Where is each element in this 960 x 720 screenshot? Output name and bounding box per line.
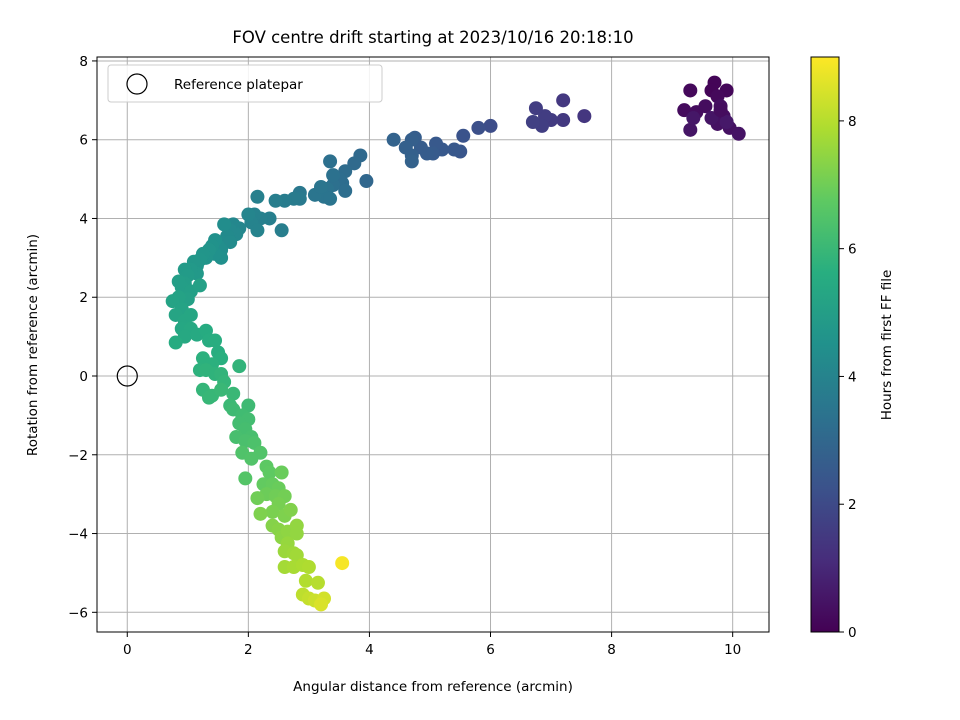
data-point — [265, 504, 280, 519]
data-point — [556, 113, 571, 128]
legend-entry-reference: Reference platepar — [174, 77, 303, 93]
colorbar-tick-label: 6 — [848, 242, 857, 258]
x-tick-label: 8 — [607, 642, 616, 658]
data-point — [386, 132, 401, 147]
data-point — [244, 451, 259, 466]
data-point — [404, 154, 419, 169]
data-point — [253, 506, 268, 521]
legend-marker-reference — [126, 73, 148, 95]
data-point — [347, 156, 362, 171]
data-points — [165, 75, 746, 612]
chart-title: FOV centre drift starting at 2023/10/16 … — [232, 28, 633, 47]
data-point — [202, 390, 216, 405]
data-point — [192, 278, 207, 293]
data-point — [314, 597, 328, 612]
data-point — [338, 183, 353, 198]
data-point — [289, 526, 304, 541]
data-point — [232, 359, 247, 374]
data-point — [713, 103, 728, 118]
data-point — [165, 294, 180, 309]
data-point — [274, 223, 289, 238]
data-point — [447, 142, 462, 157]
colorbar-tick-label: 8 — [848, 114, 857, 130]
data-point — [698, 99, 713, 114]
x-axis-label: Angular distance from reference (arcmin) — [293, 679, 573, 695]
data-point — [250, 189, 265, 204]
y-tick-label: 4 — [79, 211, 88, 227]
y-tick-label: −2 — [68, 448, 88, 464]
data-point — [208, 333, 223, 348]
y-tick-label: 6 — [79, 133, 88, 149]
data-point — [250, 223, 265, 238]
data-point — [683, 83, 698, 98]
y-tick-label: −4 — [68, 527, 88, 543]
x-tick-label: 6 — [486, 642, 495, 658]
y-tick-label: 2 — [79, 290, 88, 306]
colorbar-tick-label: 0 — [848, 625, 857, 641]
data-point — [359, 174, 374, 189]
colorbar-ticks: 0 2 4 6 8 — [839, 114, 857, 641]
data-point — [223, 235, 238, 250]
y-tick-label: 0 — [79, 369, 88, 385]
colorbar-tick-label: 2 — [848, 497, 857, 513]
data-point — [217, 217, 232, 232]
data-point — [241, 207, 256, 222]
data-point — [226, 386, 241, 401]
colorbar-gradient — [811, 57, 839, 632]
data-point — [704, 111, 719, 126]
x-axis-ticks: 0 2 4 6 8 10 — [123, 632, 741, 658]
colorbar-label: Hours from first FF file — [879, 270, 895, 421]
x-tick-label: 0 — [123, 642, 132, 658]
data-point — [326, 168, 341, 183]
plot-frame — [96, 56, 770, 633]
data-point — [250, 491, 265, 506]
data-point — [471, 120, 486, 135]
data-point — [686, 111, 701, 126]
x-tick-label: 4 — [365, 642, 374, 658]
data-point — [214, 382, 229, 397]
data-point — [525, 114, 540, 129]
colorbar-frame — [810, 56, 840, 633]
data-point — [262, 465, 277, 480]
data-point — [168, 335, 183, 350]
legend-box — [107, 64, 383, 103]
data-point — [556, 93, 571, 108]
data-point — [314, 179, 328, 194]
y-tick-label: −6 — [68, 605, 88, 621]
data-point — [528, 101, 543, 116]
data-point — [323, 154, 338, 169]
y-axis-label: Rotation from reference (arcmin) — [25, 234, 41, 456]
data-point — [171, 274, 186, 289]
data-point — [301, 560, 316, 575]
data-point — [268, 193, 283, 208]
data-point — [335, 556, 350, 571]
data-point — [731, 126, 746, 141]
data-point — [310, 575, 325, 590]
data-point — [719, 114, 734, 129]
x-tick-label: 10 — [724, 642, 741, 658]
data-point — [283, 502, 298, 517]
data-point — [677, 103, 692, 118]
data-point — [274, 465, 289, 480]
legend: Reference platepar — [107, 64, 383, 103]
reference-platepar-marker — [116, 365, 138, 387]
data-point — [238, 471, 253, 486]
data-point — [323, 191, 338, 206]
data-point — [483, 118, 498, 133]
y-axis-ticks: −6 −4 −2 0 2 4 6 8 — [68, 54, 97, 621]
x-tick-label: 2 — [244, 642, 253, 658]
data-point — [456, 128, 471, 143]
data-point — [577, 109, 592, 124]
y-tick-label: 8 — [79, 54, 88, 70]
data-point — [183, 307, 198, 322]
data-point — [298, 573, 313, 588]
colorbar-tick-label: 4 — [848, 369, 857, 385]
data-point — [683, 122, 698, 137]
colorbar: 0 2 4 6 8 Hours from first FF file — [810, 56, 895, 641]
